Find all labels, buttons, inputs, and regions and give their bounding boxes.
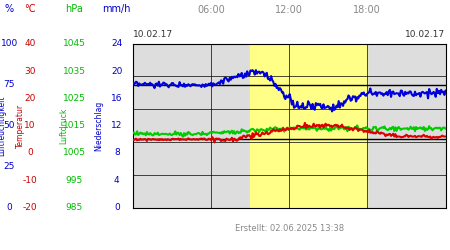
Text: -10: -10 [22,176,37,185]
Text: -20: -20 [22,203,37,212]
Text: 30: 30 [24,66,36,76]
Text: 0: 0 [27,148,33,158]
Text: mm/h: mm/h [103,4,131,14]
Text: Temperatur: Temperatur [16,104,25,148]
Text: 995: 995 [66,176,83,185]
Text: Luftdruck: Luftdruck [59,108,68,144]
Text: 0: 0 [114,203,120,212]
Text: 75: 75 [4,80,15,89]
Text: 18:00: 18:00 [353,6,381,16]
Text: 40: 40 [24,39,36,48]
Text: 8: 8 [114,148,120,158]
Text: 985: 985 [66,203,83,212]
Text: 50: 50 [4,121,15,130]
Text: 1045: 1045 [63,39,86,48]
Text: 0: 0 [6,203,12,212]
Text: 4: 4 [114,176,120,185]
Text: 12: 12 [111,121,122,130]
Text: 10.02.17: 10.02.17 [133,30,173,39]
Text: 20: 20 [111,66,122,76]
Text: 10: 10 [24,121,36,130]
Text: 1025: 1025 [63,94,86,103]
Text: 1005: 1005 [63,148,86,158]
Text: 24: 24 [111,39,122,48]
Text: 06:00: 06:00 [197,6,225,16]
Text: 12:00: 12:00 [275,6,303,16]
Text: Niederschlag: Niederschlag [94,100,104,151]
Text: Luftfeuchtigkeit: Luftfeuchtigkeit [0,95,6,156]
Bar [250,44,367,208]
Text: 16: 16 [111,94,122,103]
Text: °C: °C [24,4,36,14]
Text: 1035: 1035 [63,66,86,76]
Text: 10.02.17: 10.02.17 [405,30,446,39]
Text: hPa: hPa [65,4,83,14]
Text: %: % [5,4,14,14]
Text: 20: 20 [24,94,36,103]
Text: 25: 25 [4,162,15,171]
Text: Erstellt: 02.06.2025 13:38: Erstellt: 02.06.2025 13:38 [234,224,344,233]
Text: 1015: 1015 [63,121,86,130]
Text: 100: 100 [0,39,18,48]
